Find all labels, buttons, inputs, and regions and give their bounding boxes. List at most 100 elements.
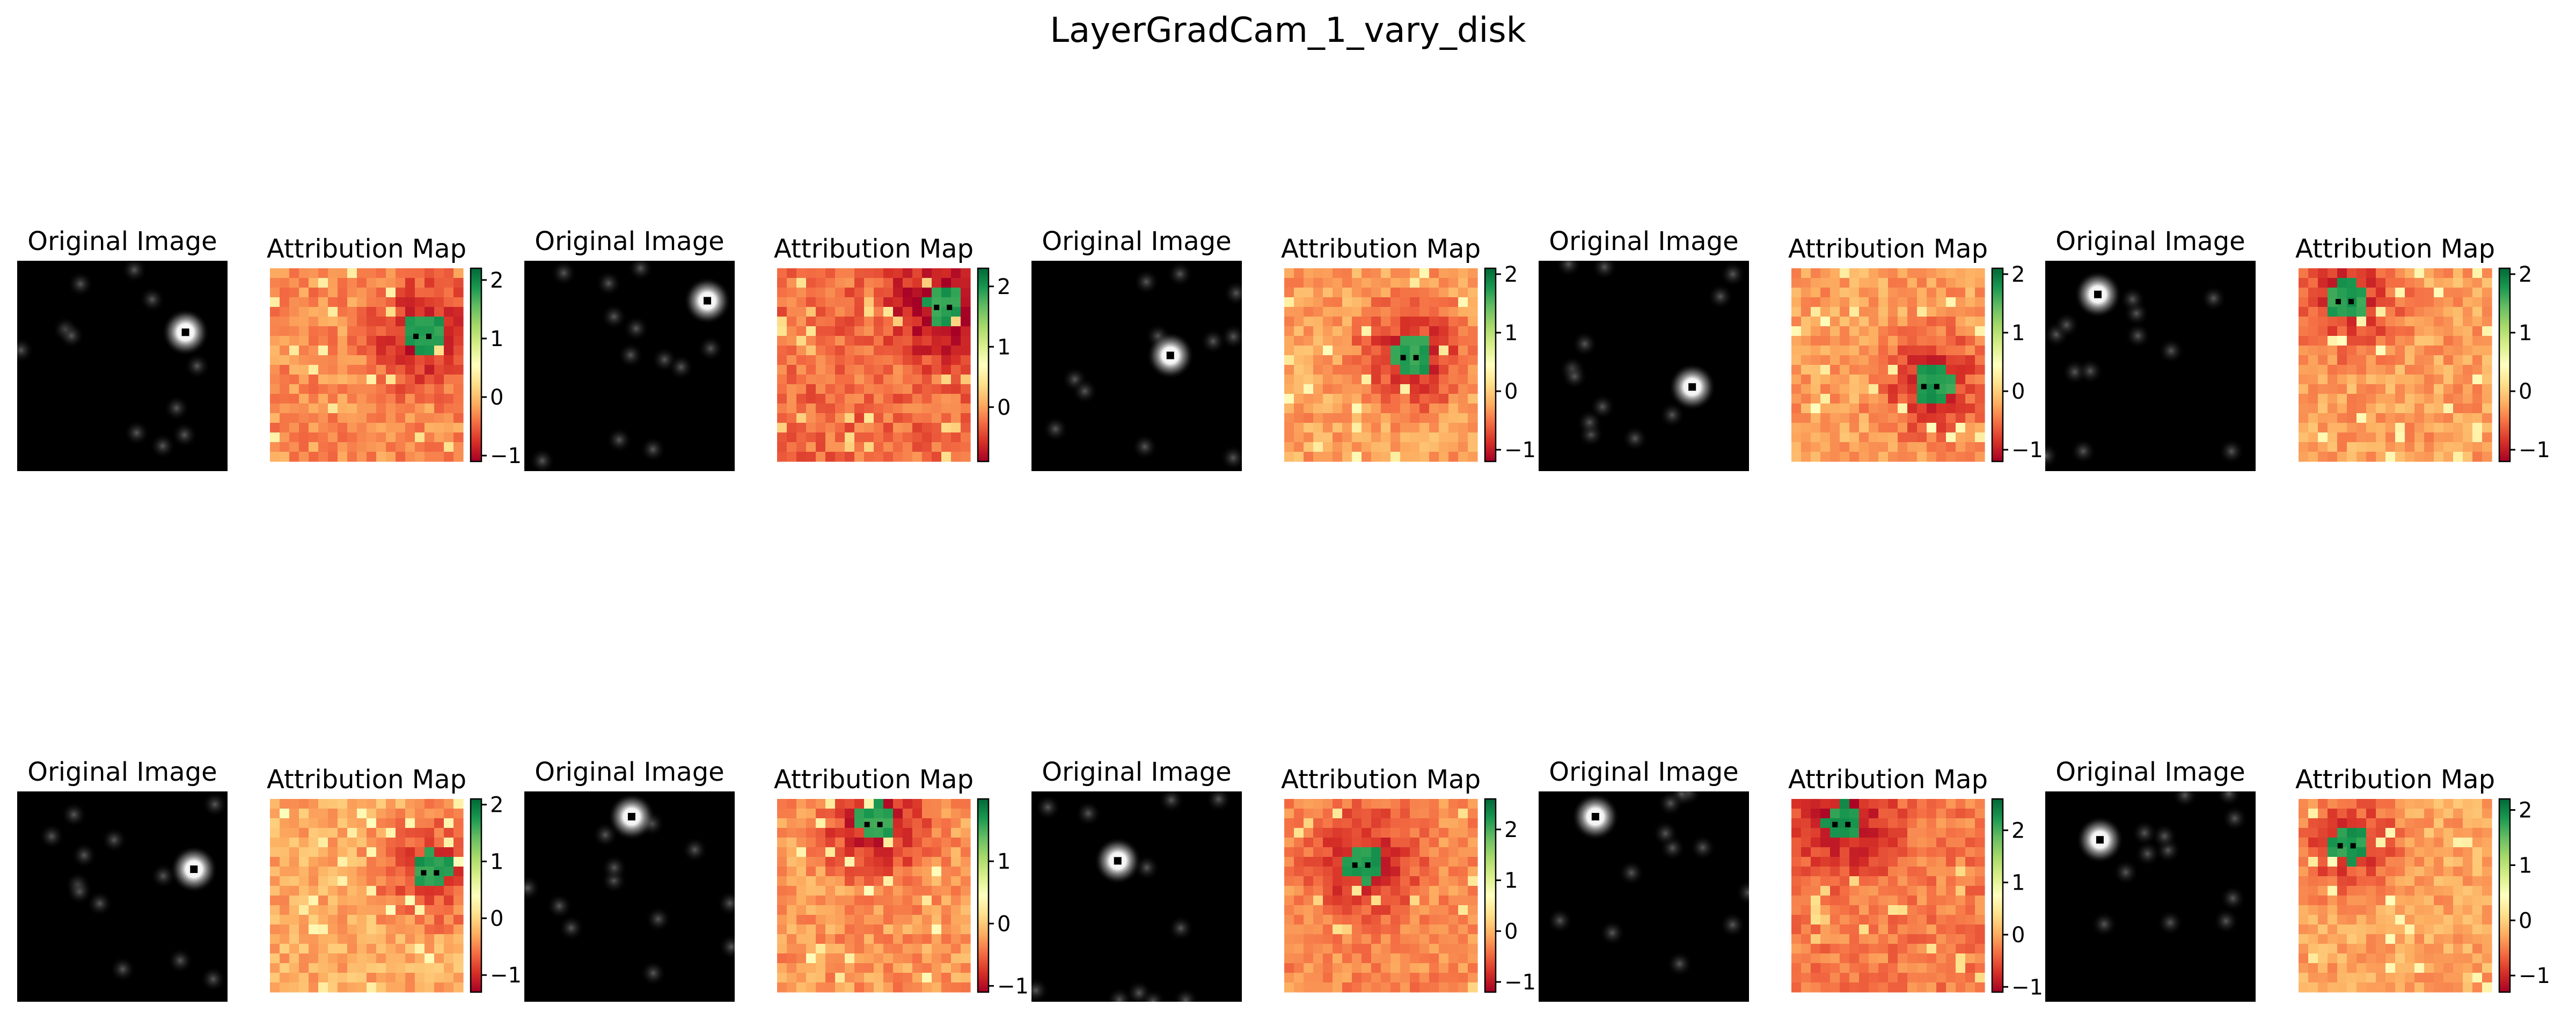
distractor-blob	[1205, 791, 1232, 812]
distractor-blob	[1589, 394, 1615, 420]
disk-center-marker	[190, 865, 198, 874]
distractor-blob	[1689, 834, 1716, 861]
colorbar: 2 1 0 −1	[1991, 262, 2043, 463]
distractor-blob	[1220, 324, 1242, 350]
distractor-blob	[2200, 285, 2227, 312]
distractor-blob	[627, 261, 654, 281]
distractor-blob	[1652, 820, 1679, 847]
distractor-blob	[2053, 312, 2080, 338]
distractor-blob	[1547, 907, 1573, 934]
colorbar-tick-label: −1	[490, 444, 522, 468]
attribution-map: Attribution Map	[267, 234, 466, 462]
colorbar-tick-label: −1	[2011, 438, 2043, 463]
original-image: Original Image	[17, 757, 228, 1002]
colorbar: 2 1 0 −1	[470, 793, 522, 993]
colorbar-frame	[1484, 267, 1497, 463]
colorbar-gradient	[978, 268, 989, 461]
distractor-blob	[1200, 328, 1226, 354]
image-content	[2045, 270, 2245, 469]
distractor-blob	[1075, 800, 1101, 826]
distractor-blob	[17, 337, 34, 363]
heatmap-cells	[270, 799, 464, 993]
distractor-blob	[698, 335, 724, 362]
peak-marker	[1413, 355, 1419, 361]
original-image-title: Original Image	[535, 226, 724, 256]
distractor-blob	[558, 915, 584, 941]
colorbar-frame	[1991, 798, 2004, 993]
distractor-blob	[2213, 908, 2239, 934]
distractor-blob	[1106, 987, 1132, 1002]
peak-marker	[877, 821, 883, 827]
distractor-blob	[1719, 912, 1746, 938]
disk-center-marker	[2096, 836, 2104, 844]
colorbar-tick-label: 0	[2519, 379, 2532, 404]
colorbar-tick-label: 0	[490, 385, 503, 410]
distractor-blob	[551, 261, 577, 286]
distractor-blob	[67, 271, 93, 297]
attribution-map-title: Attribution Map	[774, 765, 974, 795]
heatmap-cells	[1791, 268, 1985, 462]
distractor-blob	[1031, 977, 1049, 1002]
distractor-blob	[2172, 791, 2198, 808]
distractor-blob	[618, 342, 644, 368]
image-content	[1031, 791, 1232, 1002]
distractor-blob	[39, 823, 65, 849]
original-image: Original Image	[1539, 757, 1749, 1002]
distractor-blob	[2134, 841, 2161, 867]
colorbar-frame	[470, 798, 482, 993]
colorbar: 2 1 0	[977, 267, 1011, 463]
colorbar-gradient	[2499, 799, 2510, 992]
colorbar-tick-label: 1	[997, 849, 1011, 874]
attribution-map: Attribution Map	[774, 765, 974, 993]
distractor-blob	[546, 893, 573, 919]
distractor-blob	[2113, 859, 2139, 885]
colorbar-tick-label: 0	[997, 395, 1011, 420]
image-content	[529, 261, 731, 471]
colorbar-tick-label: 2	[490, 793, 503, 818]
colorbar-tick-label: 2	[1504, 818, 1518, 842]
distractor-blob	[1168, 915, 1194, 941]
image-content	[39, 791, 228, 992]
distractor-blob	[645, 906, 671, 932]
attribution-map: Attribution Map	[2295, 234, 2495, 462]
peak-marker	[421, 870, 427, 876]
original-image: Original Image	[1539, 226, 1749, 471]
distractor-blob	[1167, 261, 1193, 287]
distractor-blob	[1133, 269, 1160, 295]
distractor-blob	[1622, 425, 1648, 452]
distractor-blob	[1736, 879, 1749, 906]
distractor-blob	[1173, 987, 1199, 1002]
heatmap-cells	[1284, 268, 1478, 462]
peak-marker	[947, 304, 953, 310]
attribution-map: Attribution Map	[1281, 234, 1481, 462]
image-background	[1031, 261, 1242, 471]
colorbar-tick-label: 2	[997, 275, 1011, 299]
distractor-blob	[640, 960, 667, 986]
distractor-blob	[2132, 820, 2158, 846]
colorbar-frame	[2498, 267, 2511, 463]
distractor-blob	[1223, 280, 1242, 306]
heatmap-cells	[2299, 268, 2492, 462]
colorbar-tick-label: 1	[2519, 321, 2532, 346]
distractor-blob	[2219, 438, 2245, 465]
colorbar: 2 1 0 −1	[1484, 262, 1536, 463]
distractor-blob	[2216, 791, 2242, 807]
original-image-title: Original Image	[2055, 226, 2245, 256]
distractor-blob	[1618, 860, 1644, 886]
attribution-map: Attribution Map	[2295, 765, 2495, 993]
peak-marker	[2350, 843, 2356, 849]
colorbar-frame	[977, 267, 990, 463]
attribution-map-title: Attribution Map	[267, 765, 466, 795]
colorbar-tick-label: −1	[1504, 438, 1536, 463]
heatmap-cells	[1791, 799, 1985, 993]
distractor-blob	[2091, 911, 2117, 937]
peak-marker	[1832, 821, 1838, 827]
colorbar-frame	[2498, 798, 2511, 993]
colorbar-tick-label: 0	[490, 906, 503, 931]
colorbar-gradient	[978, 799, 989, 992]
colorbar-gradient	[1992, 268, 2003, 461]
colorbar-gradient	[1485, 268, 1496, 461]
original-image: Original Image	[524, 226, 735, 471]
colorbar-gradient	[1485, 799, 1496, 992]
